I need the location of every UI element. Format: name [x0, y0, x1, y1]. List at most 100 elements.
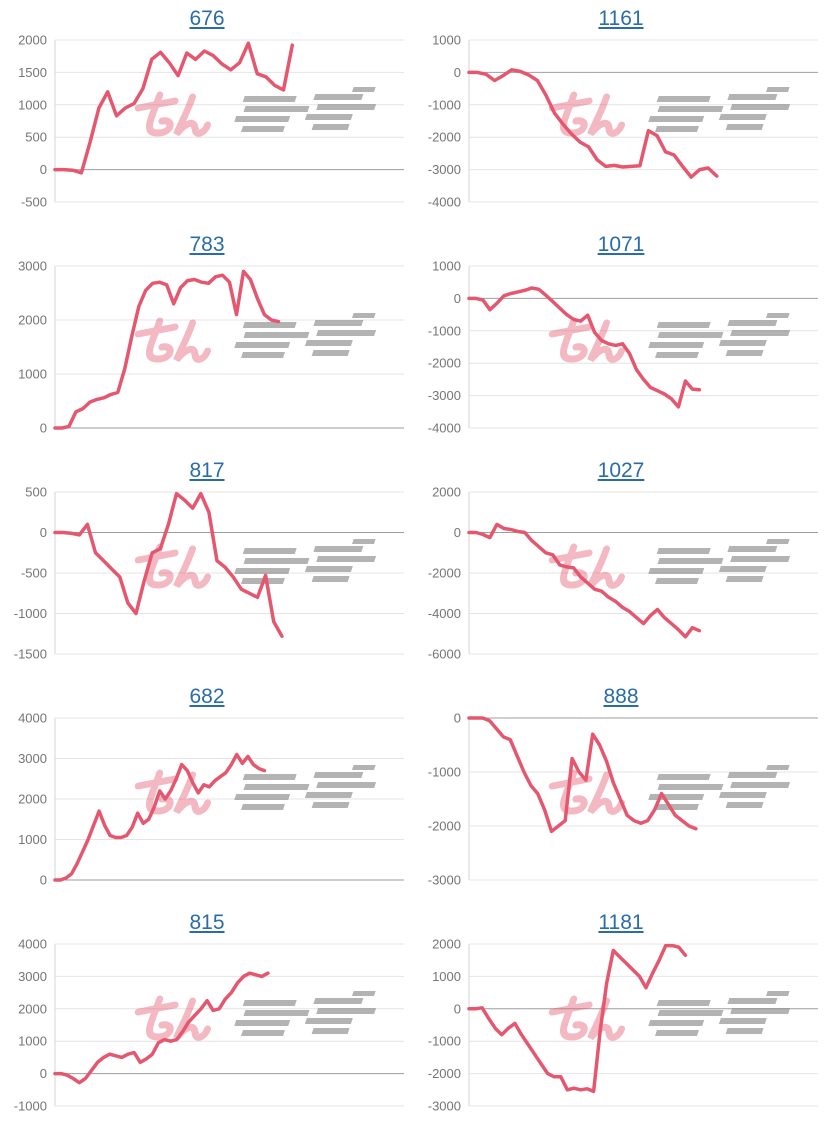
machine-number-link[interactable]: 817 [189, 459, 225, 482]
y-axis-tick-label: 1000 [18, 367, 47, 382]
watermark-minrepo-logo [548, 313, 791, 363]
y-axis-tick-label: 1000 [432, 33, 461, 48]
payout-line-series [53, 752, 267, 882]
y-axis-tick-label: 1000 [18, 97, 47, 112]
y-axis-tick-label: 1500 [18, 65, 47, 80]
machine-number-link[interactable]: 815 [189, 911, 225, 934]
watermark-minrepo-logo [134, 991, 377, 1041]
y-axis-tick-label: -3000 [428, 388, 461, 403]
watermark-minrepo-logo [548, 87, 791, 137]
y-axis-tick-label: 0 [40, 873, 47, 888]
gridlines [469, 943, 818, 1107]
y-axis-tick-label: 0 [454, 291, 461, 306]
machine-number-link[interactable]: 1161 [598, 7, 644, 30]
machine-chart-cell: 815 4000 3000 2000 1000 0 -1000 [0, 904, 414, 1130]
watermark-minrepo-logo [134, 539, 377, 589]
gridlines [55, 943, 404, 1107]
machine-chart-cell: 1027 2000 0 -2000 -4000 -6000 [414, 452, 828, 678]
y-axis-labels: 1000 0 -1000 -2000 -3000 -4000 [428, 33, 461, 210]
y-axis-tick-label: -1000 [428, 765, 461, 780]
gridlines [469, 39, 818, 203]
payout-line-series [467, 286, 702, 409]
y-axis-tick-label: 500 [25, 130, 47, 145]
y-axis-tick-label: -1000 [428, 1034, 461, 1049]
y-axis-tick-label: 1000 [432, 969, 461, 984]
payout-line-chart: 0 -1000 -2000 -3000 [414, 708, 828, 904]
y-axis-tick-label: -1000 [14, 606, 47, 621]
machine-chart-cell: 1071 1000 0 -1000 -2000 -3000 -4000 [414, 226, 828, 452]
payout-line-series [53, 971, 270, 1085]
y-axis-tick-label: -3000 [428, 162, 461, 177]
payout-line-chart: 2000 1000 0 -1000 -2000 -3000 [414, 934, 828, 1130]
machine-number-link[interactable]: 783 [189, 233, 225, 256]
machine-number-link[interactable]: 1027 [597, 459, 645, 482]
payout-line-series [53, 41, 295, 175]
y-axis-tick-label: 3000 [18, 259, 47, 274]
y-axis-labels: 3000 2000 1000 0 [18, 259, 47, 436]
y-axis-tick-label: 1000 [18, 832, 47, 847]
payout-line-chart: 3000 2000 1000 0 [0, 256, 414, 452]
y-axis-tick-label: 1000 [432, 259, 461, 274]
machine-chart-cell: 676 2000 1500 1000 500 0 -500 [0, 0, 414, 226]
y-axis-labels: 2000 0 -2000 -4000 -6000 [428, 485, 461, 662]
chart-canvas: 500 0 -500 -1000 -1500 [14, 485, 404, 662]
chart-canvas: 2000 0 -2000 -4000 -6000 [428, 485, 818, 662]
watermark-minrepo-logo [548, 539, 791, 589]
payout-line-series [53, 269, 281, 430]
chart-canvas: 1000 0 -1000 -2000 -3000 -4000 [428, 33, 818, 210]
y-axis-tick-label: -2000 [428, 1066, 461, 1081]
y-axis-tick-label: -1500 [14, 647, 47, 662]
machine-number-link[interactable]: 1181 [598, 911, 644, 934]
y-axis-tick-label: 0 [454, 525, 461, 540]
payout-line-chart: 2000 0 -2000 -4000 -6000 [414, 482, 828, 678]
payout-line-chart: 2000 1500 1000 500 0 -500 [0, 30, 414, 226]
chart-canvas: 0 -1000 -2000 -3000 [428, 711, 818, 888]
chart-canvas: 4000 3000 2000 1000 0 [18, 711, 404, 888]
y-axis-tick-label: 4000 [18, 711, 47, 726]
y-axis-tick-label: 3000 [18, 751, 47, 766]
payout-line-chart: 1000 0 -1000 -2000 -3000 -4000 [414, 256, 828, 452]
y-axis-tick-label: -2000 [428, 566, 461, 581]
y-axis-tick-label: -3000 [428, 1099, 461, 1114]
watermark-minrepo-logo [548, 991, 791, 1041]
y-axis-tick-label: 2000 [432, 485, 461, 500]
machine-chart-cell: 682 4000 3000 2000 1000 0 [0, 678, 414, 904]
chart-canvas: 1000 0 -1000 -2000 -3000 -4000 [428, 259, 818, 436]
y-axis-tick-label: 2000 [18, 1001, 47, 1016]
machine-number-link[interactable]: 888 [603, 685, 639, 708]
y-axis-tick-label: 1000 [18, 1034, 47, 1049]
y-axis-tick-label: -500 [21, 566, 47, 581]
y-axis-tick-label: 0 [454, 1001, 461, 1016]
y-axis-tick-label: -2000 [428, 819, 461, 834]
payout-line-series [467, 522, 702, 639]
machine-chart-cell: 783 3000 2000 1000 0 [0, 226, 414, 452]
y-axis-labels: 2000 1000 0 -1000 -2000 -3000 [428, 937, 461, 1114]
machine-number-link[interactable]: 682 [189, 685, 225, 708]
payout-line-series [467, 68, 719, 179]
machine-number-link[interactable]: 676 [189, 7, 225, 30]
y-axis-tick-label: -2000 [428, 130, 461, 145]
machine-number-link[interactable]: 1071 [597, 233, 645, 256]
y-axis-tick-label: -3000 [428, 873, 461, 888]
chart-canvas: 2000 1000 0 -1000 -2000 -3000 [428, 937, 818, 1114]
payout-line-chart: 500 0 -500 -1000 -1500 [0, 482, 414, 678]
chart-canvas: 2000 1500 1000 500 0 -500 [18, 33, 404, 210]
y-axis-tick-label: 4000 [18, 937, 47, 952]
y-axis-labels: 4000 3000 2000 1000 0 -1000 [14, 937, 47, 1114]
y-axis-tick-label: 0 [40, 162, 47, 177]
machine-chart-cell: 817 500 0 -500 -1000 -1500 [0, 452, 414, 678]
payout-line-chart: 4000 3000 2000 1000 0 [0, 708, 414, 904]
y-axis-labels: 1000 0 -1000 -2000 -3000 -4000 [428, 259, 461, 436]
y-axis-labels: 0 -1000 -2000 -3000 [428, 711, 461, 888]
y-axis-tick-label: 3000 [18, 969, 47, 984]
gridlines [55, 717, 404, 881]
y-axis-tick-label: 2000 [18, 792, 47, 807]
y-axis-tick-label: 2000 [432, 937, 461, 952]
watermark-minrepo-logo [134, 313, 377, 363]
watermark-minrepo-logo [134, 765, 377, 815]
gridlines [469, 717, 818, 881]
y-axis-tick-label: 0 [454, 65, 461, 80]
payout-line-chart: 1000 0 -1000 -2000 -3000 -4000 [414, 30, 828, 226]
y-axis-tick-label: -1000 [428, 97, 461, 112]
